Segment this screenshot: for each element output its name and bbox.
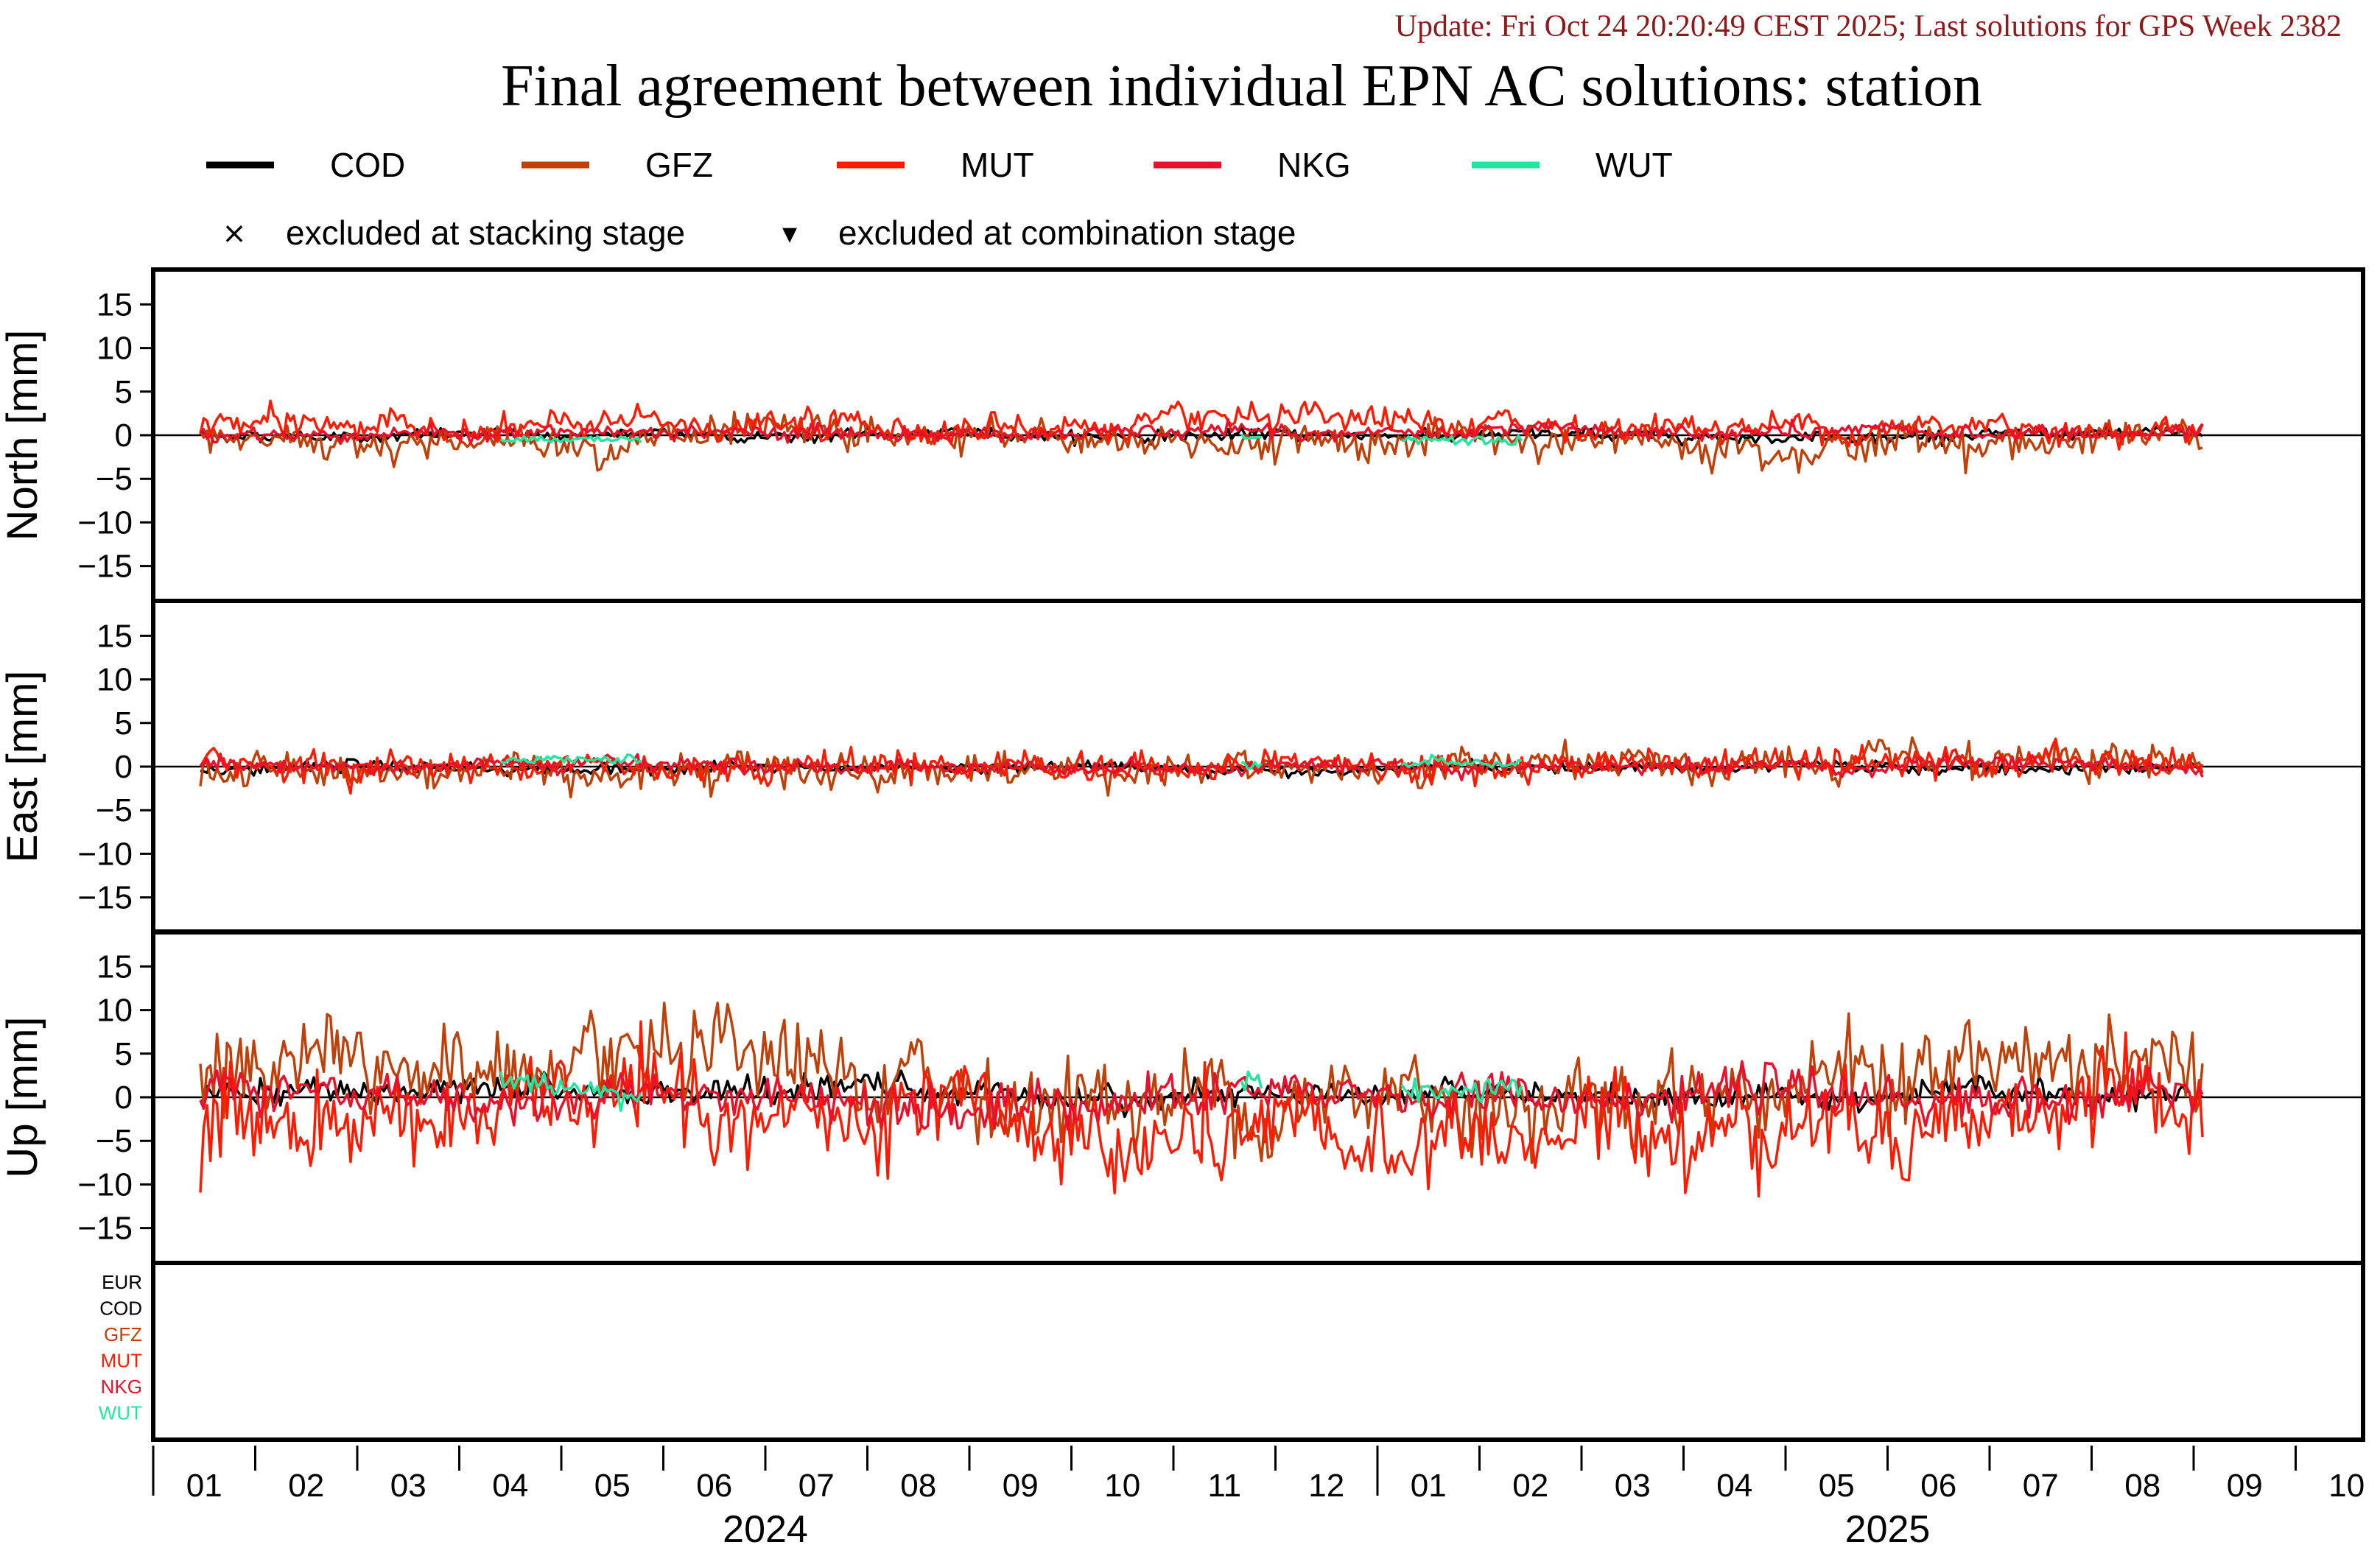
y-tick-label: −5 [96,1123,133,1159]
y-tick-label: 10 [96,331,133,367]
series-line-mut [199,399,2204,451]
month-label: 06 [696,1468,732,1504]
legend-label-mut: MUT [961,146,1034,184]
series-line-wut-seg3 [1401,434,1523,446]
ac-label-gfz: GFZ [104,1323,142,1345]
legend-marker-symbol-2: ▾ [782,217,797,250]
ac-list-panel: EUR COD GFZ MUT NKG WUT [99,1261,2365,1442]
y-tick-label: −10 [77,836,133,872]
y-tick-label: 10 [96,993,133,1029]
series-line-wut-seg1 [499,753,642,765]
y-tick-label: −10 [77,1166,133,1203]
legend-marker-label-2: excluded at combination stage [838,214,1296,252]
ac-label-eur: EUR [102,1271,142,1293]
series-line-wut-seg2 [1240,1070,1263,1092]
y-tick-label: 15 [96,949,133,985]
series-line-nkg [200,752,2204,782]
y-tick-label: 15 [96,618,133,654]
month-label: 05 [594,1468,631,1504]
legend-label-cod: COD [330,146,405,184]
month-label: 04 [1716,1468,1752,1504]
y-tick-label: −15 [77,549,133,585]
month-label: 11 [1207,1468,1241,1504]
ac-label-mut: MUT [101,1350,142,1372]
year-label-2025: 2025 [1845,1508,1931,1545]
series-line-gfz [199,736,2204,799]
y-tick-label: −15 [77,880,133,916]
ac-label-cod: COD [99,1298,142,1320]
series-line-nkg [199,1060,2204,1131]
y-tick-label: 0 [115,1080,133,1116]
y-tick-label: 5 [115,1036,133,1072]
series-line-wut-seg1 [499,1071,642,1113]
y-axis-title: East [mm] [0,670,46,862]
month-label: 10 [1104,1468,1140,1504]
series-line-wut-seg1 [499,434,642,444]
y-axis-title: Up [mm] [0,1016,46,1178]
ac-label-nkg: NKG [101,1376,142,1398]
month-label: 03 [1615,1468,1651,1504]
series-line-mut [199,1020,2204,1198]
y-tick-label: 15 [96,286,133,323]
y-tick-label: 5 [115,705,133,742]
month-label: 08 [900,1468,936,1504]
month-label: 08 [2124,1468,2160,1504]
legend-marker-symbol-1: × [222,217,247,250]
y-tick-label: −5 [96,461,133,497]
month-label: 01 [186,1468,222,1504]
y-tick-label: 5 [115,374,133,410]
legend-marker-label-1: excluded at stacking stage [286,214,685,252]
y-tick-label: −10 [77,504,133,541]
month-label: 02 [1512,1468,1548,1504]
series-line-gfz [199,1002,2204,1164]
y-tick-label: 0 [115,749,133,785]
month-label: 07 [2023,1468,2059,1504]
month-label: 02 [288,1468,324,1504]
chart-title: Final agreement between individual EPN A… [501,54,1982,119]
month-label: 06 [1920,1468,1956,1504]
ac-panel-frame [151,1261,2365,1442]
panel-1: 15 10 5 0 −5 −10 −15 North [mm] [0,267,2365,603]
legend: COD GFZ MUT NKG WUT × excluded at stacking sta… [206,146,1673,252]
panel-2: 15 10 5 0 −5 −10 −15 East [mm] [0,599,2365,935]
panels: 15 10 5 0 −5 −10 −15 North [mm] 15 10 5 0 −5 −10 −15 Ea… [0,267,2365,1265]
legend-label-nkg: NKG [1277,146,1351,184]
month-label: 10 [2328,1468,2365,1504]
y-tick-label: −5 [96,792,133,828]
month-label: 09 [1003,1468,1039,1504]
series-line-gfz [199,410,2203,475]
month-label: 03 [390,1468,426,1504]
series-line-wut-seg2 [1240,761,1263,770]
legend-label-gfz: GFZ [645,146,713,184]
month-label: 05 [1819,1468,1855,1504]
update-timestamp: Update: Fri Oct 24 20:20:49 CEST 2025; L… [1394,10,2342,43]
time-axis: 01 02 03 04 05 06 07 08 09 10 11 12 01 02 03 04 05 06 07 08… [152,1443,2380,1545]
month-label: 07 [798,1468,835,1504]
month-label: 09 [2227,1468,2263,1504]
series-line-mut [199,737,2204,795]
y-tick-label: −15 [77,1211,133,1247]
y-tick-label: 10 [96,662,133,698]
series-line-wut-seg2 [1240,433,1262,440]
y-tick-label: 0 [115,418,133,454]
month-label: 01 [1411,1468,1447,1504]
series-line-wut-seg3 [1400,1077,1523,1104]
y-axis-title: North [mm] [0,330,46,541]
ac-label-wut: WUT [99,1402,142,1424]
month-label: 12 [1308,1468,1344,1504]
year-label-2024: 2024 [723,1508,808,1545]
panel-3: 15 10 5 0 −5 −10 −15 Up [mm] [0,929,2365,1265]
series-line-wut-seg3 [1401,753,1522,769]
month-label: 04 [492,1468,528,1504]
legend-label-wut: WUT [1596,146,1673,184]
